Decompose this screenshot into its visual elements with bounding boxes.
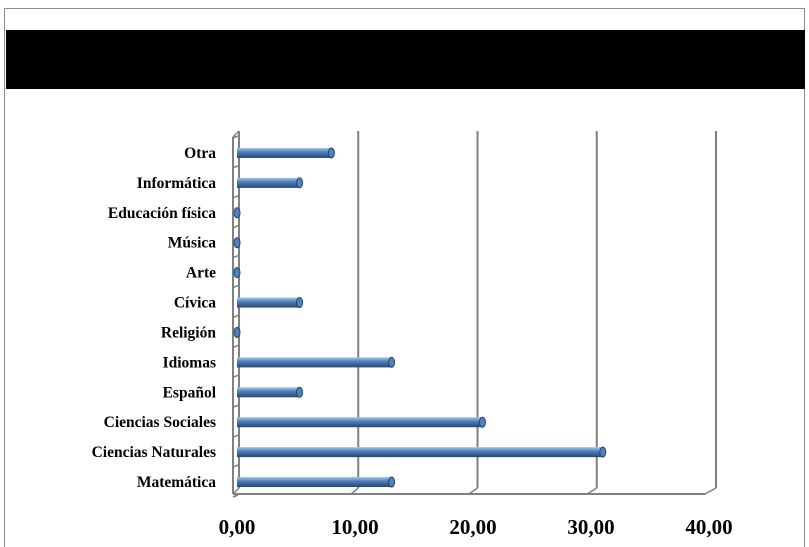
chart-frame [4,8,805,547]
bar [237,357,392,368]
category-label: Ciencias Sociales [104,414,216,431]
x-tick-labels: 0,00 10,00 20,00 30,00 40,00 [219,515,733,539]
y-tick [232,464,239,468]
chart-title-bar [6,30,805,89]
y-tick [232,254,239,259]
x-tick-label: 40,00 [685,515,732,539]
bar-group [237,177,304,189]
y-tick [232,165,239,169]
bar-cap [296,177,304,189]
bars [233,147,607,488]
bar-cap [296,297,304,309]
category-label: Matemática [137,474,216,491]
category-label: Música [168,235,216,252]
bar-group [237,416,486,428]
category-label: Informática [137,175,216,192]
bar [237,447,603,458]
y-tick [232,434,239,438]
bar [237,417,483,428]
bar-group [233,267,241,279]
bar-cap [599,446,607,458]
y-tick [232,284,239,289]
category-label: Español [163,384,217,401]
bar [237,477,392,488]
y-tick [232,195,239,199]
bar-cap [233,326,241,338]
y-axis-top-edge [232,130,240,138]
bar-cap [233,207,241,219]
bar-cap [296,386,304,398]
bar-cap [233,237,241,249]
bar-cap [388,356,396,368]
category-label: Religión [161,324,216,341]
x-tick-label: 10,00 [331,515,378,539]
bar-group [237,297,304,309]
bar-cap [233,267,241,279]
bar [237,177,300,188]
y-tick [232,374,239,379]
floor-gridline [704,487,717,495]
grid-lines [232,131,717,495]
category-label: Cívica [174,295,216,312]
bar-group [237,446,607,458]
category-label: Ciencias Naturales [92,444,216,461]
y-tick [232,314,239,319]
x-tick-label: 30,00 [567,515,614,539]
category-labels: Otra Informática Educación física Música Art… [92,145,217,491]
bar [237,297,300,308]
bar-group [237,147,335,159]
x-tick-label: 0,00 [219,515,256,539]
y-tick [232,344,239,349]
y-tick [232,225,239,229]
bar-group [237,476,396,488]
bar [237,387,300,398]
category-label: Idiomas [163,354,216,371]
x-tick-label: 20,00 [449,515,496,539]
bar [237,147,332,158]
bar-group [237,356,396,368]
bar-cap [327,147,335,159]
category-label: Otra [184,145,216,162]
y-tick [232,135,239,139]
y-tick [232,494,239,498]
bar-group [233,237,241,249]
bar-group [237,386,304,398]
bar-group [233,326,241,338]
axes [232,130,705,498]
bar-cap [388,476,396,488]
bar-cap [478,416,486,428]
bar-group [233,207,241,219]
category-label: Arte [186,265,216,282]
y-tick [232,404,239,408]
category-label: Educación física [108,205,216,222]
